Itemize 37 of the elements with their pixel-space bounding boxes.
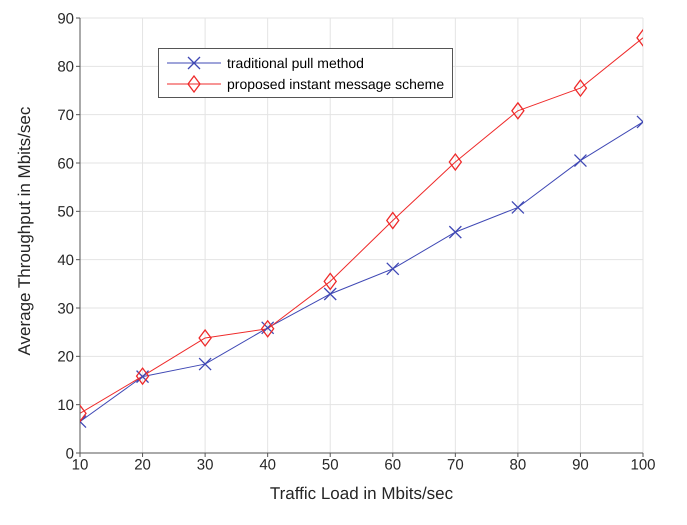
point	[324, 287, 337, 301]
x-tick-label: 70	[446, 456, 464, 474]
point	[448, 153, 462, 171]
point	[448, 225, 462, 239]
y-tick-label: 70	[57, 106, 74, 124]
y-tick-label: 30	[57, 300, 74, 318]
x-tick-label: 80	[510, 456, 526, 474]
legend-label: proposed instant message scheme	[227, 76, 444, 92]
y-tick-label: 50	[57, 204, 74, 221]
y-tick-label: 90	[57, 10, 74, 28]
y-tick-label: 20	[57, 348, 74, 366]
y-tick-label: 60	[57, 155, 74, 172]
x-axis-title: Traffic Load in Mbits/sec	[270, 484, 454, 503]
y-tick-label: 80	[57, 58, 74, 76]
x-tick-label: 20	[134, 456, 151, 474]
legend-label: traditional pull method	[227, 54, 364, 70]
x-tick-label: 40	[259, 456, 276, 474]
x-tick-label: 60	[384, 456, 402, 474]
x-tick-label: 90	[572, 456, 589, 474]
point	[261, 320, 274, 338]
point	[511, 102, 525, 120]
x-tick-label: 50	[322, 456, 339, 474]
point	[386, 262, 400, 276]
point	[574, 154, 588, 168]
point	[511, 200, 525, 214]
x-tick-label: 30	[196, 456, 214, 474]
x-tick-label: 100	[630, 456, 656, 474]
x-tick-label: 10	[72, 456, 88, 474]
point	[198, 329, 212, 347]
y-tick-label: 40	[57, 252, 74, 269]
y-tick-label: 0	[66, 445, 74, 462]
point	[198, 357, 212, 371]
point	[574, 79, 588, 97]
point	[324, 272, 337, 290]
y-axis-title: Average Throughput in Mbits/sec	[15, 106, 34, 356]
point	[386, 212, 400, 230]
y-tick-label: 10	[57, 396, 74, 414]
